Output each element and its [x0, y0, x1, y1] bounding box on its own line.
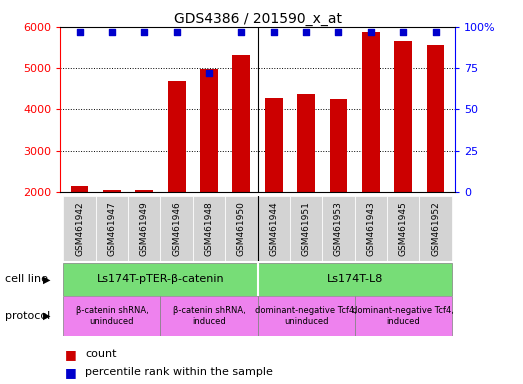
Bar: [193, 196, 225, 261]
Bar: [297, 94, 315, 275]
Bar: [96, 196, 128, 261]
Text: percentile rank within the sample: percentile rank within the sample: [85, 367, 273, 377]
Point: [431, 29, 440, 35]
Text: GSM461944: GSM461944: [269, 201, 278, 256]
Text: GSM461951: GSM461951: [302, 201, 311, 256]
Bar: [355, 296, 452, 336]
Bar: [135, 190, 153, 275]
Text: ▶: ▶: [43, 311, 50, 321]
Text: GSM461947: GSM461947: [107, 201, 117, 256]
Point: [399, 29, 407, 35]
Bar: [257, 196, 290, 261]
Point: [108, 29, 116, 35]
Text: count: count: [85, 349, 117, 359]
Text: dominant-negative Tcf4,
uninduced: dominant-negative Tcf4, uninduced: [255, 306, 357, 326]
Bar: [161, 296, 258, 336]
Text: ■: ■: [65, 348, 77, 361]
Bar: [355, 196, 387, 261]
Bar: [63, 296, 161, 336]
Text: GSM461950: GSM461950: [237, 201, 246, 256]
Point: [173, 29, 181, 35]
Bar: [329, 99, 347, 275]
Bar: [257, 263, 452, 296]
Bar: [200, 69, 218, 275]
Bar: [290, 196, 322, 261]
Bar: [128, 196, 161, 261]
Bar: [394, 41, 412, 275]
Bar: [161, 196, 193, 261]
Point: [237, 29, 246, 35]
Bar: [63, 196, 96, 261]
Bar: [362, 32, 380, 275]
Bar: [103, 190, 121, 275]
Bar: [257, 296, 355, 336]
Text: GSM461946: GSM461946: [172, 201, 181, 256]
Bar: [71, 186, 88, 275]
Bar: [419, 196, 452, 261]
Text: ■: ■: [65, 366, 77, 379]
Bar: [233, 55, 251, 275]
Point: [75, 29, 84, 35]
Text: Ls174T-pTER-β-catenin: Ls174T-pTER-β-catenin: [97, 274, 224, 285]
Text: β-catenin shRNA,
induced: β-catenin shRNA, induced: [173, 306, 245, 326]
Text: GSM461945: GSM461945: [399, 201, 408, 256]
Text: GSM461952: GSM461952: [431, 201, 440, 256]
Point: [367, 29, 375, 35]
Bar: [427, 45, 445, 275]
Bar: [265, 98, 282, 275]
Point: [269, 29, 278, 35]
Point: [302, 29, 310, 35]
Bar: [387, 196, 419, 261]
Bar: [168, 81, 186, 275]
Bar: [322, 196, 355, 261]
Text: β-catenin shRNA,
uninduced: β-catenin shRNA, uninduced: [75, 306, 149, 326]
Point: [140, 29, 149, 35]
Text: GSM461942: GSM461942: [75, 201, 84, 256]
Text: ▶: ▶: [43, 274, 50, 285]
Text: protocol: protocol: [5, 311, 51, 321]
Point: [334, 29, 343, 35]
Text: GSM461943: GSM461943: [366, 201, 376, 256]
Title: GDS4386 / 201590_x_at: GDS4386 / 201590_x_at: [174, 12, 342, 26]
Bar: [63, 263, 258, 296]
Text: cell line: cell line: [5, 274, 48, 285]
Text: dominant-negative Tcf4,
induced: dominant-negative Tcf4, induced: [353, 306, 454, 326]
Text: GSM461948: GSM461948: [204, 201, 213, 256]
Text: GSM461949: GSM461949: [140, 201, 149, 256]
Text: GSM461953: GSM461953: [334, 201, 343, 256]
Bar: [225, 196, 258, 261]
Point: [205, 70, 213, 76]
Text: Ls174T-L8: Ls174T-L8: [326, 274, 383, 285]
